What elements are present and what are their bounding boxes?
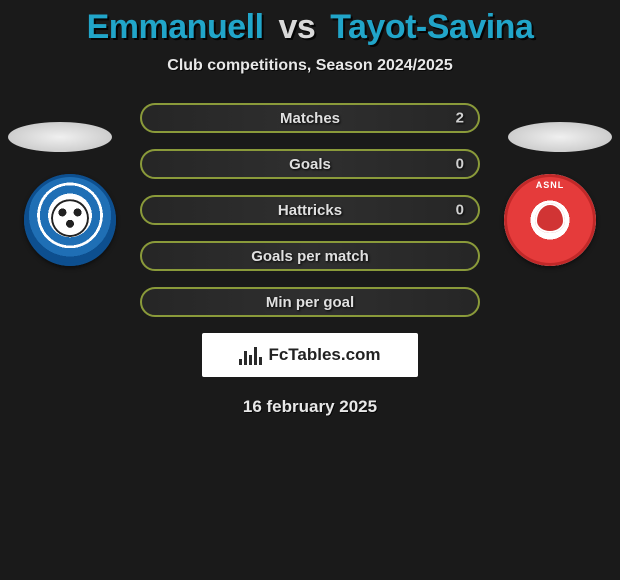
subtitle: Club competitions, Season 2024/2025 — [0, 57, 620, 75]
stat-label: Matches — [280, 110, 340, 127]
brand-box: FcTables.com — [202, 333, 418, 377]
bar — [239, 359, 242, 365]
stat-right-value: 0 — [456, 202, 464, 219]
stats-table: Matches 2 Goals 0 Hattricks 0 Goals per … — [140, 103, 480, 317]
stat-label: Goals per match — [251, 248, 369, 265]
stat-row-matches: Matches 2 — [140, 103, 480, 133]
bar — [249, 355, 252, 365]
player1-photo — [8, 122, 112, 152]
page-title: Emmanuell vs Tayot-Savina — [0, 0, 620, 47]
stat-row-goals: Goals 0 — [140, 149, 480, 179]
stat-label: Hattricks — [278, 202, 342, 219]
brand-bars-icon — [239, 345, 262, 365]
bar — [259, 357, 262, 365]
club-badge-left — [24, 174, 116, 266]
bar — [254, 347, 257, 365]
vs-label: vs — [278, 8, 315, 46]
stat-row-gpm: Goals per match — [140, 241, 480, 271]
stat-right-value: 0 — [456, 156, 464, 173]
bar — [244, 351, 247, 365]
brand-text: FcTables.com — [268, 345, 380, 365]
player2-name: Tayot-Savina — [330, 8, 533, 46]
club-right-text: ASNL — [504, 180, 596, 190]
stat-row-hattricks: Hattricks 0 — [140, 195, 480, 225]
stat-right-value: 2 — [456, 110, 464, 127]
player2-photo — [508, 122, 612, 152]
club-badge-right: ASNL — [504, 174, 596, 266]
stat-label: Goals — [289, 156, 331, 173]
stat-label: Min per goal — [266, 294, 354, 311]
player1-name: Emmanuell — [87, 8, 264, 46]
date-label: 16 february 2025 — [0, 397, 620, 417]
stat-row-mpg: Min per goal — [140, 287, 480, 317]
